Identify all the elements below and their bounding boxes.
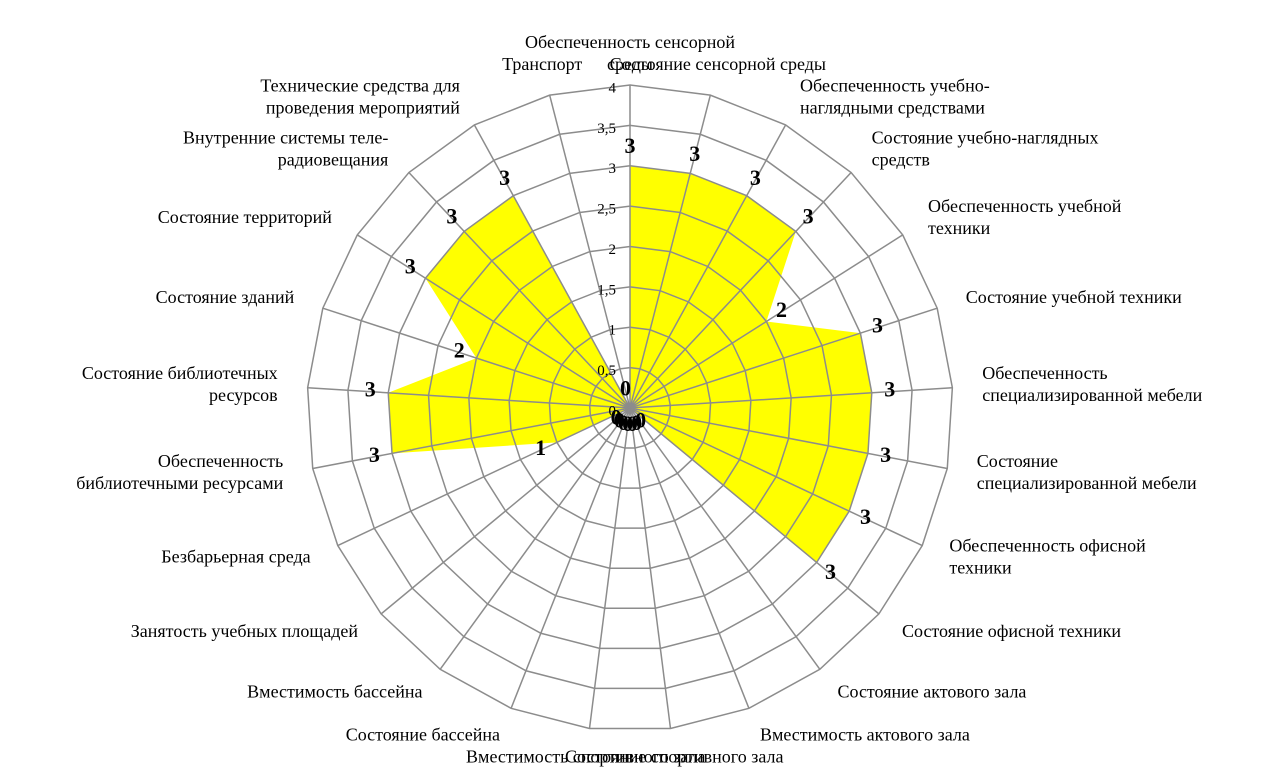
value-label: 2 [454,338,465,363]
spoke [322,307,631,409]
category-label: Обеспеченность учебно-наглядными средств… [800,76,990,118]
value-label: 3 [860,504,871,529]
value-label: 3 [872,313,883,338]
category-label: Состояние актового зала [837,682,1026,702]
category-label: Технические средства для проведения мероп… [260,76,460,118]
value-label: 1 [535,435,546,460]
category-label: Занятость учебных площадей [131,621,359,641]
value-label: 0 [635,408,646,433]
value-label: 3 [369,442,380,467]
category-label: Состояние бассейна [346,724,500,744]
value-label: 3 [365,377,376,402]
grid-ring [306,84,954,730]
category-label: Вместимость спортивного зала [466,746,705,766]
category-label: Вместимость актового зала [760,724,970,744]
value-label: 0 [614,408,625,433]
value-label: 3 [825,559,836,584]
grid-ring [508,286,752,529]
spoke [629,307,938,409]
spoke [312,407,631,470]
spoke [588,407,631,729]
grid-ring [347,124,913,690]
tick-label: 2,5 [597,202,616,218]
value-label: 3 [750,165,761,190]
value-label: 3 [625,133,636,158]
value-label: 0 [618,410,629,435]
value-label: 2 [776,297,787,322]
value-label: 3 [880,442,891,467]
category-label: Вместимость бассейна [247,682,422,702]
spoke [629,407,948,470]
spoke [629,407,672,729]
value-label: 0 [622,411,633,436]
spoke [439,407,631,670]
tick-label: 1,5 [597,282,616,298]
value-label: 0 [620,376,631,401]
spoke [307,386,631,409]
category-label: Состояние территорий [158,207,333,227]
tick-label: 3 [609,161,617,177]
tick-label: 2 [609,242,617,258]
category-label: Состояние зданий [156,287,295,307]
tick-label: 4 [609,80,617,96]
category-label: Обеспеченность библиотечными ресурсами [76,451,283,493]
grid-ring [548,326,712,489]
value-label: 3 [405,254,416,279]
value-label: 3 [803,203,814,228]
spoke [629,407,750,709]
spoke [629,407,923,547]
value-label: 3 [499,165,510,190]
spoke [510,407,631,709]
category-label: Внутренние системы теле-радиовещания [183,128,388,170]
spoke [629,386,953,409]
category-label: Обеспеченность офисной техники [949,535,1146,577]
grid-ring [427,205,833,610]
spoke [473,124,631,409]
category-label: Обеспеченность учебной техники [928,196,1122,238]
spoke [337,407,631,547]
value-label: 3 [689,141,700,166]
tick-label: 0 [609,403,617,419]
category-label: Состояние специализированной мебели [977,451,1197,493]
category-label: Состояние учебно-наглядных средств [872,128,1099,170]
spoke [629,94,712,409]
spoke [356,234,631,409]
category-label: Состояние учебной техники [966,287,1182,307]
spoke [548,94,631,409]
spoke [629,172,852,409]
value-label: 3 [884,377,895,402]
grid-ring [468,245,792,569]
spoke [629,407,821,670]
value-label: 0 [631,410,642,435]
spoke [629,234,904,409]
tick-label: 3,5 [597,121,616,137]
tick-label: 0,5 [597,363,616,379]
spoke [380,407,631,615]
value-label: 0 [611,405,622,430]
category-label: Транспорт [502,54,582,74]
grid-ring [588,366,672,449]
spoke [629,124,787,409]
category-label: Состояние офисной техники [902,621,1121,641]
spoke [629,407,880,615]
value-label: 3 [446,203,457,228]
grid-ring [387,164,873,650]
category-label: Состояние спортивного зала [565,746,783,766]
category-label: Обеспеченность сенсорной среды [525,32,735,74]
category-label: Состояние сенсорной среды [610,54,826,74]
value-label: 0 [627,411,638,436]
tick-label: 1 [609,323,617,339]
category-label: Безбарьерная среда [161,546,310,566]
spoke [408,172,631,409]
category-label: Обеспеченность специализированной мебели [982,363,1202,405]
category-label: Состояние библиотечных ресурсов [82,363,278,405]
